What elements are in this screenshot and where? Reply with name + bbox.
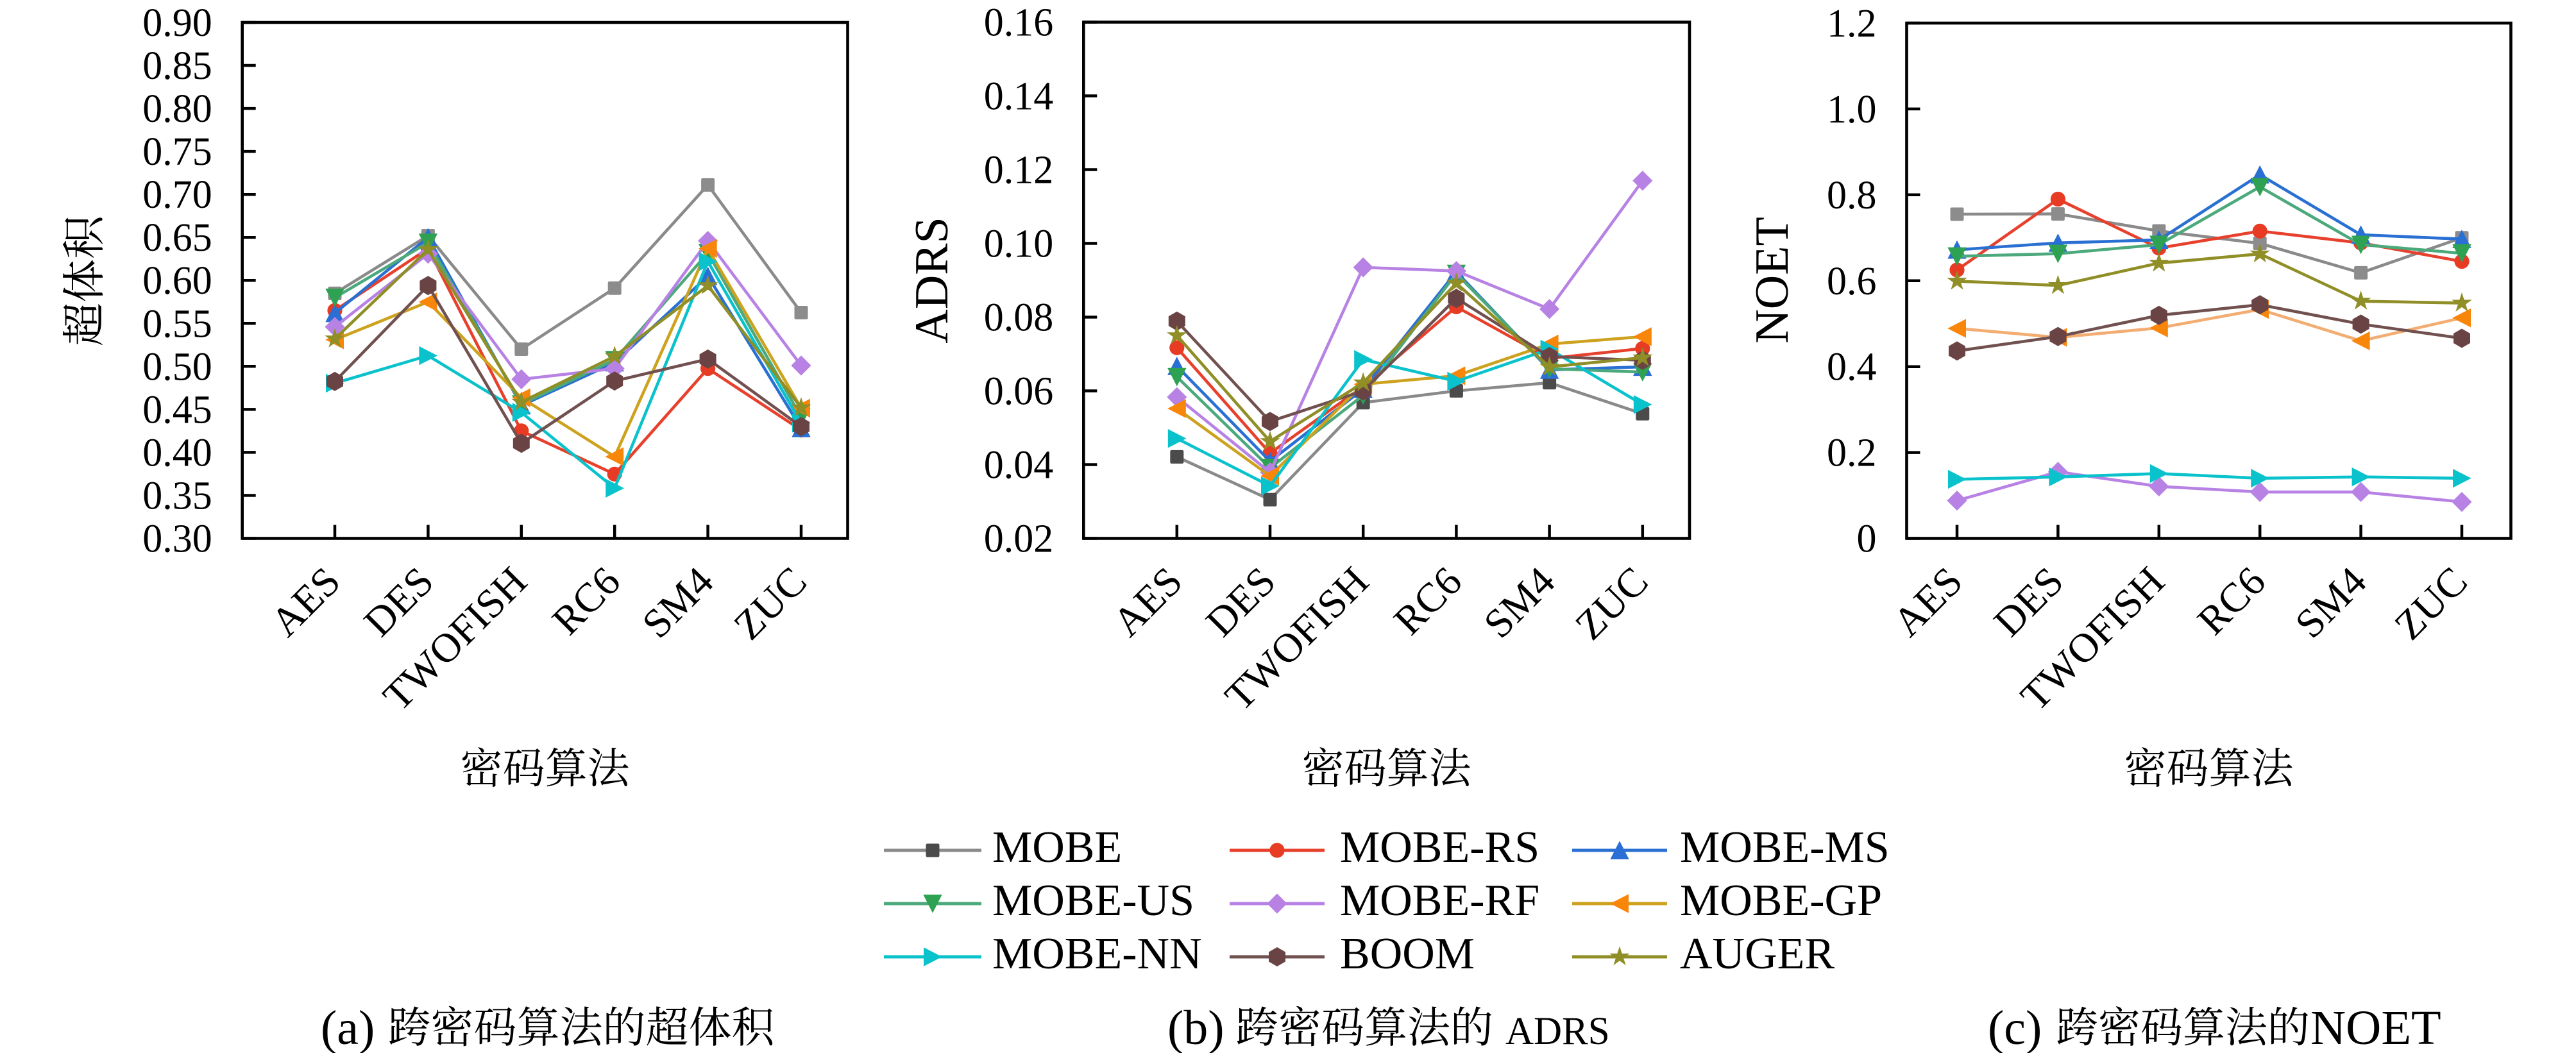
svg-text:0.02: 0.02: [984, 518, 1054, 561]
svg-text:0.12: 0.12: [984, 149, 1054, 192]
svg-text:0.75: 0.75: [142, 130, 212, 174]
svg-text:0.70: 0.70: [142, 173, 212, 217]
svg-text:(a): (a): [321, 1001, 375, 1053]
svg-text:0: 0: [1857, 518, 1877, 561]
svg-text:0.10: 0.10: [984, 223, 1054, 266]
svg-text:0.35: 0.35: [142, 475, 212, 518]
svg-text:1.2: 1.2: [1827, 2, 1877, 46]
svg-text:0.45: 0.45: [142, 388, 212, 432]
svg-text:BOOM: BOOM: [1340, 929, 1475, 979]
svg-text:MOBE-NN: MOBE-NN: [992, 929, 1202, 979]
svg-text:0.30: 0.30: [142, 518, 212, 561]
svg-text:0.04: 0.04: [984, 444, 1054, 487]
svg-text:ADRS: ADRS: [1505, 1010, 1610, 1053]
svg-text:MOBE: MOBE: [992, 823, 1122, 872]
svg-text:0.08: 0.08: [984, 296, 1054, 340]
svg-text:(c): (c): [1988, 1001, 2042, 1053]
svg-text:0.14: 0.14: [984, 75, 1054, 119]
svg-text:0.85: 0.85: [142, 44, 212, 88]
svg-text:(b): (b): [1167, 1001, 1224, 1053]
svg-text:0.8: 0.8: [1827, 174, 1877, 217]
svg-text:0.2: 0.2: [1827, 432, 1877, 475]
svg-text:NOET: NOET: [1746, 217, 1799, 343]
svg-text:0.16: 0.16: [984, 1, 1054, 45]
svg-text:MOBE-RF: MOBE-RF: [1340, 876, 1539, 925]
svg-text:NOET: NOET: [2310, 1000, 2441, 1053]
svg-text:0.90: 0.90: [142, 1, 212, 45]
svg-text:AUGER: AUGER: [1680, 929, 1835, 979]
svg-text:0.80: 0.80: [142, 87, 212, 131]
svg-text:0.40: 0.40: [142, 431, 212, 475]
svg-text:MOBE-GP: MOBE-GP: [1680, 876, 1882, 925]
svg-text:MOBE-RS: MOBE-RS: [1340, 823, 1539, 872]
svg-text:ADRS: ADRS: [906, 217, 958, 343]
svg-text:0.06: 0.06: [984, 370, 1054, 414]
svg-text:0.6: 0.6: [1827, 260, 1877, 303]
svg-text:0.65: 0.65: [142, 216, 212, 260]
svg-text:1.0: 1.0: [1827, 88, 1877, 131]
svg-text:MOBE-US: MOBE-US: [992, 876, 1194, 925]
svg-text:MOBE-MS: MOBE-MS: [1680, 823, 1890, 872]
svg-text:0.60: 0.60: [142, 259, 212, 303]
svg-text:0.4: 0.4: [1827, 346, 1877, 389]
svg-text:0.55: 0.55: [142, 302, 212, 346]
svg-text:0.50: 0.50: [142, 345, 212, 389]
